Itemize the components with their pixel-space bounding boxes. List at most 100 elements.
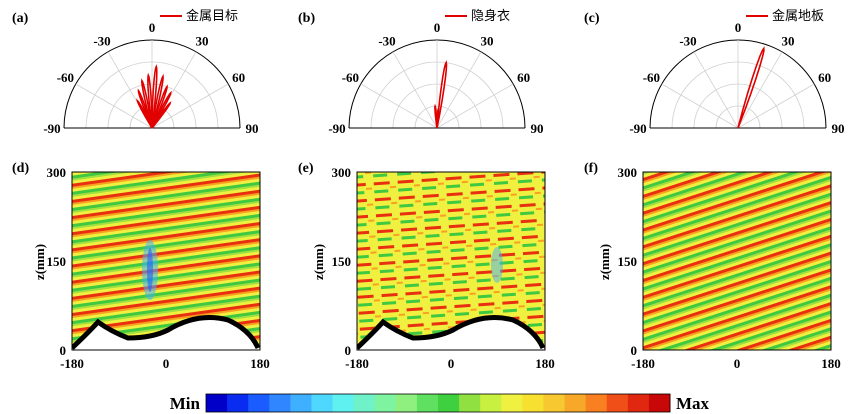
colorbar-segment [290,394,312,412]
polar-angle-label: -90 [328,121,345,136]
colorbar-segment [564,394,587,412]
polar-angle-label: 30 [196,33,209,48]
ytick-d-300: 300 [47,165,67,180]
polar-lobe [151,101,172,129]
panel-label-a: (a) [12,11,29,26]
colorbar-segment [459,394,481,412]
polar-angle-label: 30 [481,33,494,48]
ytick-e-0: 0 [345,343,352,358]
field-map-d [71,171,261,351]
polar-angle-label: -60 [57,70,74,85]
xtick-e-0: 0 [448,356,455,371]
polar-lobe [436,107,439,129]
ytick-f-300: 300 [618,165,638,180]
polar-angle-label: 30 [782,33,795,48]
colorbar-min-label: Min [170,394,201,413]
polar-lobe [137,88,153,129]
polar-angle-label: -60 [643,70,660,85]
xtick-d-n180: -180 [60,356,84,371]
polar-angle-label: -90 [43,121,60,136]
colorbar-segment [248,394,270,412]
colorbar-segment [627,394,650,412]
polar-lobe [151,64,158,129]
polar-radial-line [360,83,438,129]
polar-lobe [140,78,153,129]
colorbar-segment [269,394,291,412]
panel-label-e: (e) [298,161,314,176]
legend-label-c: 金属地板 [772,8,824,24]
ytick-f-150: 150 [618,254,638,269]
xtick-d-180: 180 [250,356,270,371]
legend-label-b: 隐身衣 [471,8,510,24]
polar-lobe [737,46,765,129]
panel-label-b: (b) [298,11,315,26]
axes-d: 300 150 0 z(mm) -180 0 180 [32,165,270,371]
ylabel-e: z(mm) [311,244,326,280]
polar-radial-line [436,51,482,129]
polar-radial-line [392,51,438,129]
panel-label-f: (f) [584,161,598,176]
colorbar-segment [332,394,355,412]
polar-angle-label: -90 [629,121,646,136]
axes-e: 300 150 0 z(mm) -180 0 180 [311,165,555,371]
polar-angle-label: 0 [434,20,441,35]
polar-angle-label: 60 [818,70,831,85]
polar-radial-line [737,51,783,129]
polar-angle-label: 0 [735,20,742,35]
colorbar-segment [206,394,228,412]
xtick-e-n180: -180 [345,356,369,371]
colorbar-segment [648,394,671,412]
polar-radial-line [661,83,739,129]
polar-angle-label: 60 [517,70,530,85]
polar-angle-label: -30 [679,33,696,48]
polar-radial-line [737,83,815,129]
polar-lobe [136,98,153,129]
ytick-d-150: 150 [47,254,67,269]
colorbar-segment [543,394,566,412]
polar-angle-label: 60 [232,70,245,85]
polar-plot-a: -90 -60 -30 0 30 60 90 金属目标 [43,8,258,136]
colorbar-segment [395,394,418,412]
colorbar-frame [205,393,671,413]
colorbar-segment [227,394,249,412]
polar-angle-label: 90 [246,121,259,136]
colorbar-segment [501,394,523,412]
polar-angle-label: 90 [531,121,544,136]
polar-angle-label: -60 [342,70,359,85]
colorbar-segment [353,394,376,412]
polar-angle-label: 0 [149,20,156,35]
xtick-e-180: 180 [535,356,555,371]
ytick-d-0: 0 [60,343,67,358]
colorbar-segment [416,394,439,412]
polar-lobe [151,84,168,129]
polar-angle-label: -30 [378,33,395,48]
ylabel-d: z(mm) [32,244,47,280]
xtick-d-0: 0 [163,356,170,371]
colorbar-segment [606,394,629,412]
polar-lobe [147,72,153,129]
polar-radial-line [151,83,229,129]
colorbar-segment [438,394,460,412]
axes-f: 300 150 0 z(mm) -180 0 180 [597,165,841,371]
xtick-f-n180: -180 [631,356,655,371]
panel-label-d: (d) [12,161,29,176]
polar-radial-line [693,51,739,129]
polar-angle-label: -30 [93,33,110,48]
polar-lobe [436,60,448,129]
colorbar-segment [585,394,608,412]
field-map-f [642,171,832,351]
legend-label-a: 金属目标 [186,8,238,24]
polar-lobe [151,73,164,129]
field-map-e [356,171,546,351]
polar-radial-line [75,83,153,129]
xtick-f-0: 0 [734,356,741,371]
polar-angle-label: 90 [832,121,845,136]
colorbar [205,393,671,413]
colorbar-segment [374,394,397,412]
polar-radial-line [436,83,514,129]
polar-plot-c: -90 -60 -30 0 30 60 90 金属地板 [629,8,844,136]
colorbar-segment [311,394,334,412]
polar-plot-b: -90 -60 -30 0 30 60 90 隐身衣 [328,8,543,136]
colorbar-max-label: Max [676,394,710,413]
